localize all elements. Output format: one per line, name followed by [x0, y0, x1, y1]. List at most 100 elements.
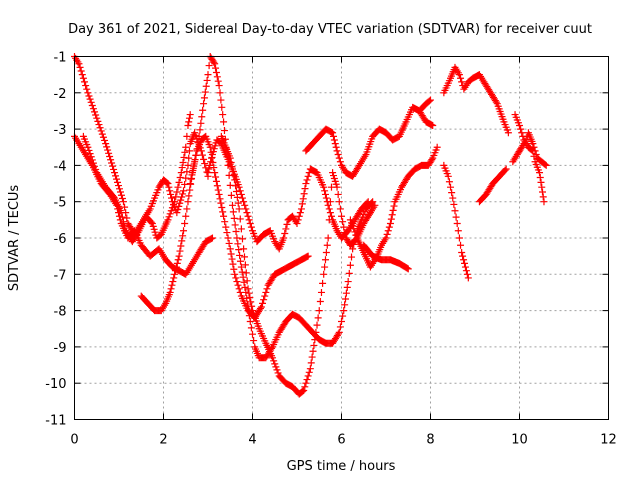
data-point-marker [340, 307, 348, 315]
data-point-marker [220, 212, 228, 220]
data-point-marker [183, 205, 191, 213]
data-point-marker [78, 71, 86, 79]
data-point-marker [453, 219, 461, 227]
data-point-marker [259, 299, 267, 307]
data-point-marker [169, 278, 177, 286]
data-point-marker [327, 212, 335, 220]
data-point-marker [183, 132, 191, 140]
y-tick-label: -5 [54, 196, 67, 211]
data-point-marker [389, 206, 397, 214]
data-point-marker [460, 256, 468, 264]
data-point-marker [85, 92, 93, 100]
data-point-marker [167, 190, 175, 198]
data-point-marker [282, 225, 290, 233]
data-point-marker [321, 187, 329, 195]
data-point-marker [180, 227, 188, 235]
y-tick-label: -6 [54, 232, 67, 247]
data-point-marker [324, 234, 332, 242]
data-point-marker [219, 208, 227, 216]
data-point-marker [99, 133, 107, 141]
data-point-marker [332, 143, 340, 151]
data-point-marker [459, 252, 467, 260]
data-point-marker [198, 151, 206, 159]
data-point-marker [204, 71, 212, 79]
data-point-marker [311, 336, 319, 344]
data-point-marker [212, 173, 220, 181]
data-point-marker [538, 188, 546, 196]
data-point-marker [315, 307, 323, 315]
data-point-marker [236, 257, 244, 265]
data-point-marker [118, 213, 126, 221]
series-track-12 [440, 161, 472, 282]
data-point-marker [208, 154, 216, 162]
data-point-marker [272, 363, 280, 371]
data-point-marker [240, 245, 248, 253]
data-point-marker [319, 279, 327, 287]
series-track-3 [79, 111, 194, 246]
data-point-marker [339, 312, 347, 320]
data-point-marker [185, 147, 193, 155]
data-point-marker [329, 129, 337, 137]
data-point-marker [117, 209, 125, 217]
x-tick-label: 2 [159, 433, 167, 448]
series-track-16 [509, 129, 550, 169]
data-point-marker [250, 337, 258, 345]
data-point-marker [192, 132, 200, 140]
data-point-marker [191, 158, 199, 166]
data-point-marker [189, 166, 197, 174]
axis-ticks: 0 2 4 6 8 10 12 -1 -2 -3 -4 -5 -6 -7 -8 -9 -10 -11 [45, 51, 617, 448]
data-point-marker [230, 214, 238, 222]
data-point-marker [174, 205, 182, 213]
data-point-marker [112, 172, 120, 180]
data-point-marker [87, 153, 95, 161]
y-tick-label: -7 [54, 268, 67, 283]
data-point-marker [336, 158, 344, 166]
data-point-marker [183, 168, 191, 176]
data-point-marker [330, 136, 338, 144]
data-point-marker [178, 237, 186, 245]
data-point-marker [531, 147, 539, 155]
data-point-marker [463, 270, 471, 278]
data-point-marker [165, 183, 173, 191]
data-point-marker [171, 270, 179, 278]
x-tick-label: 8 [426, 433, 434, 448]
data-point-marker [425, 97, 433, 105]
data-point-marker [248, 302, 256, 310]
data-point-marker [302, 379, 310, 387]
x-tick-label: 12 [600, 433, 617, 448]
data-point-marker [166, 288, 174, 296]
data-point-marker [227, 191, 235, 199]
data-point-marker [199, 106, 207, 114]
data-point-marker [283, 220, 291, 228]
data-point-marker [447, 183, 455, 191]
data-point-marker [163, 179, 171, 187]
data-point-marker [176, 247, 184, 255]
data-point-marker [363, 199, 371, 207]
data-point-marker [200, 155, 208, 163]
data-point-marker [206, 143, 214, 151]
data-point-marker [302, 180, 310, 188]
data-point-marker [91, 108, 99, 116]
data-point-marker [89, 159, 97, 167]
data-point-marker [303, 376, 311, 384]
data-point-marker [166, 210, 174, 218]
data-point-marker [257, 303, 265, 311]
data-point-marker [121, 203, 129, 211]
data-point-marker [310, 341, 318, 349]
data-point-marker [84, 89, 92, 97]
data-point-marker [170, 201, 178, 209]
data-point-marker [213, 182, 221, 190]
data-point-marker [94, 117, 102, 125]
data-point-marker [177, 242, 185, 250]
data-point-marker [492, 98, 500, 106]
data-point-marker [350, 225, 358, 233]
data-point-marker [186, 111, 194, 119]
data-point-marker [82, 82, 90, 90]
data-point-marker [352, 231, 360, 239]
data-point-marker [247, 324, 255, 332]
data-point-marker [309, 347, 317, 355]
data-point-marker [197, 119, 205, 127]
series-track-1 [71, 53, 212, 238]
data-point-marker [364, 198, 372, 206]
data-point-marker [517, 125, 525, 133]
